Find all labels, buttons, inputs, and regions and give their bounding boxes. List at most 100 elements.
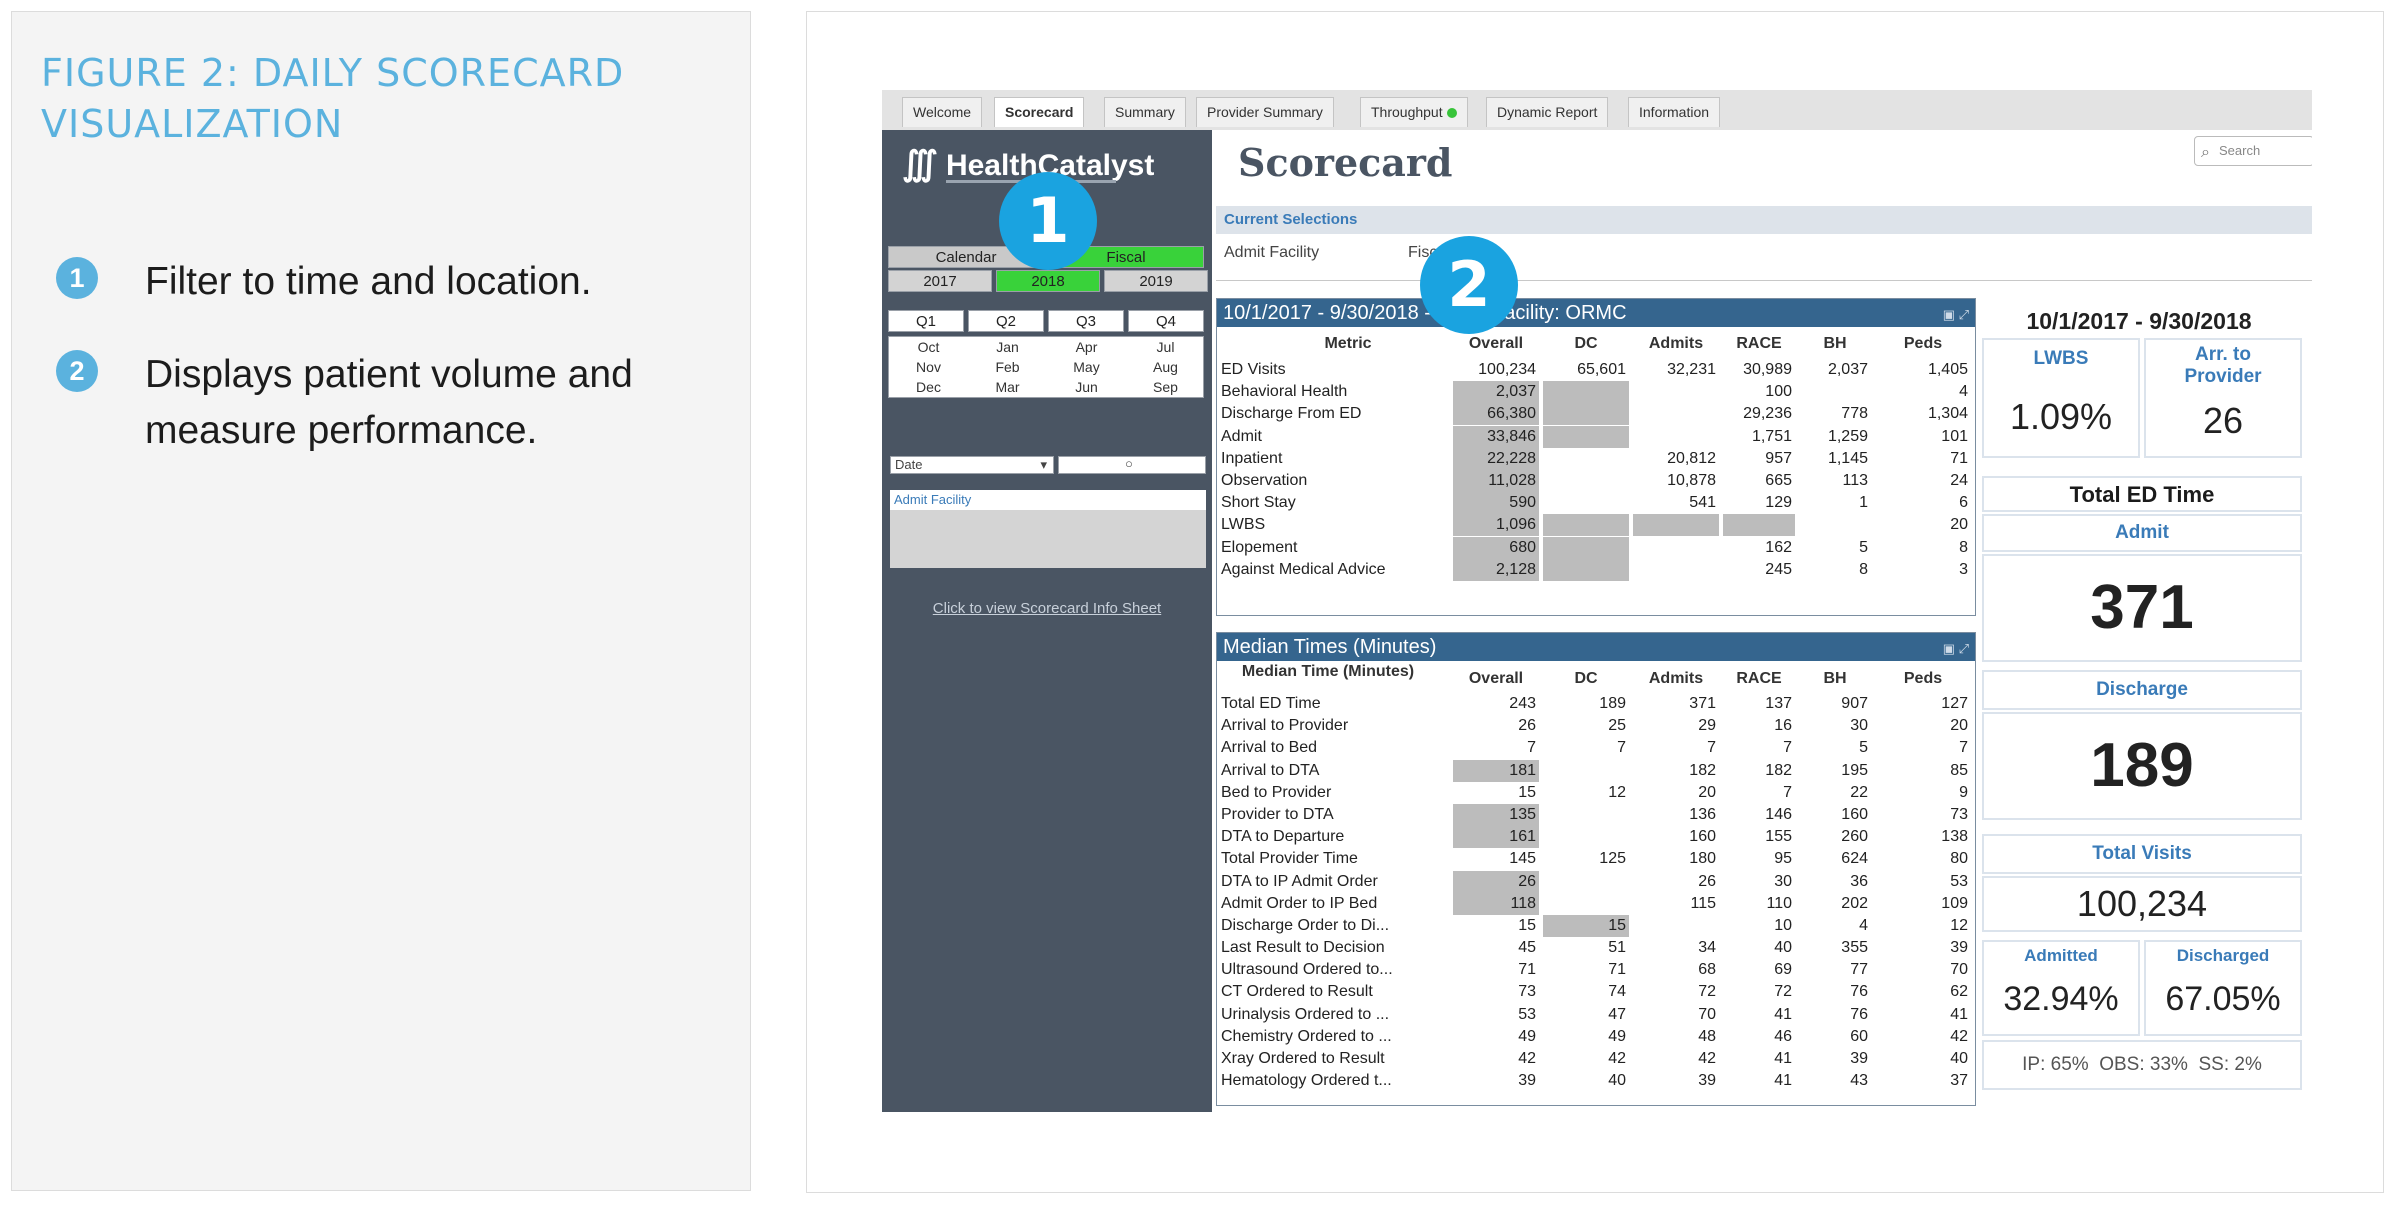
year-2019[interactable]: 2019: [1104, 270, 1208, 292]
table-cell: 1,145: [1827, 449, 1868, 467]
table-row[interactable]: Short Stay 590 541 129 1 6: [1217, 492, 1975, 515]
admit-facility-list[interactable]: [890, 510, 1206, 568]
month-dec[interactable]: Dec: [916, 379, 941, 395]
export-icon[interactable]: ▣ ⤢: [1942, 307, 1969, 322]
table-row[interactable]: Ultrasound Ordered to... 71 71 68 69 77 70: [1217, 959, 1975, 981]
fiscal-button[interactable]: Fiscal: [1048, 246, 1204, 268]
month-may[interactable]: May: [1073, 359, 1100, 375]
tab-welcome[interactable]: Welcome: [902, 97, 983, 127]
table-row[interactable]: LWBS 1,096 20: [1217, 514, 1975, 537]
tab-throughput[interactable]: Throughput: [1360, 97, 1468, 127]
col-admits[interactable]: Admits: [1648, 335, 1704, 352]
export-icon[interactable]: ▣ ⤢: [1942, 641, 1969, 656]
table-row[interactable]: Against Medical Advice 2,128 245 8 3: [1217, 558, 1975, 581]
table-cell: 36: [1850, 872, 1868, 890]
col-bh[interactable]: BH: [1823, 670, 1847, 687]
table-cell: 74: [1608, 983, 1626, 1001]
col-overall[interactable]: Overall: [1468, 670, 1524, 687]
date-search-field[interactable]: ○: [1058, 456, 1206, 474]
search-input[interactable]: ⌕ Search: [2194, 136, 2312, 166]
date-dropdown-label: Date: [895, 457, 923, 472]
table-cell: 25: [1608, 717, 1626, 735]
col-overall[interactable]: Overall: [1468, 335, 1524, 352]
calendar-button[interactable]: Calendar: [888, 246, 1044, 268]
table-row[interactable]: Discharge Order to Di... 15 15 10 4 12: [1217, 914, 1975, 937]
month-jun[interactable]: Jun: [1075, 379, 1098, 395]
table-row[interactable]: Arrival to DTA 181 182 182 195 85: [1217, 759, 1975, 782]
table-row[interactable]: Bed to Provider 15 12 20 7 22 9: [1217, 782, 1975, 804]
table-row[interactable]: Last Result to Decision 45 51 34 40 355 39: [1217, 937, 1975, 959]
quarter-q4[interactable]: Q4: [1128, 310, 1204, 332]
table-cell: 43: [1850, 1072, 1868, 1090]
year-2017[interactable]: 2017: [888, 270, 992, 292]
tab-dynamic-report[interactable]: Dynamic Report: [1486, 97, 1609, 127]
month-apr[interactable]: Apr: [1075, 339, 1098, 355]
month-oct[interactable]: Oct: [917, 339, 940, 355]
table-cell: [1633, 426, 1719, 448]
col-median-time[interactable]: Median Time (Minutes): [1241, 663, 1415, 680]
table-row[interactable]: CT Ordered to Result 73 74 72 72 76 62: [1217, 981, 1975, 1003]
scorecard-info-link[interactable]: Click to view Scorecard Info Sheet: [932, 600, 1162, 617]
table-row[interactable]: Admit Order to IP Bed 118 115 110 202 109: [1217, 892, 1975, 915]
month-aug[interactable]: Aug: [1153, 359, 1178, 375]
table-row[interactable]: Urinalysis Ordered to ... 53 47 70 41 76 41: [1217, 1004, 1975, 1026]
quarter-q3[interactable]: Q3: [1048, 310, 1124, 332]
table-row[interactable]: Total Provider Time 145 125 180 95 624 80: [1217, 848, 1975, 870]
col-race[interactable]: RACE: [1736, 335, 1782, 352]
date-dropdown[interactable]: Date ▾: [890, 456, 1054, 474]
table-row[interactable]: Inpatient 22,228 20,812 957 1,145 71: [1217, 447, 1975, 470]
table-cell: 12: [1608, 783, 1626, 801]
month-jul[interactable]: Jul: [1156, 339, 1175, 355]
month-mar[interactable]: Mar: [995, 379, 1020, 395]
month-jan[interactable]: Jan: [996, 339, 1019, 355]
col-metric[interactable]: Metric: [1324, 335, 1372, 352]
table-row[interactable]: Provider to DTA 135 136 146 160 73: [1217, 803, 1975, 826]
col-dc[interactable]: DC: [1574, 335, 1598, 352]
table-cell: 2,037: [1453, 381, 1539, 404]
table-row[interactable]: Arrival to Bed 7 7 7 7 5 7: [1217, 737, 1975, 759]
table-row[interactable]: Chemistry Ordered to ... 49 49 48 46 60 42: [1217, 1026, 1975, 1048]
col-dc[interactable]: DC: [1574, 670, 1598, 687]
month-feb[interactable]: Feb: [995, 359, 1020, 375]
table-cell: [1633, 537, 1719, 559]
col-race[interactable]: RACE: [1736, 670, 1782, 687]
month-sep[interactable]: Sep: [1153, 379, 1178, 395]
table-cell: 7: [1783, 739, 1792, 757]
tab-scorecard[interactable]: Scorecard: [994, 97, 1085, 127]
quarter-q2[interactable]: Q2: [968, 310, 1044, 332]
table-row[interactable]: Hematology Ordered t... 39 40 39 41 43 37: [1217, 1070, 1975, 1092]
tab-summary[interactable]: Summary: [1104, 97, 1186, 127]
table-cell: 37: [1950, 1072, 1968, 1090]
tab-information[interactable]: Information: [1628, 97, 1721, 127]
col-peds[interactable]: Peds: [1903, 335, 1943, 352]
col-bh[interactable]: BH: [1823, 335, 1847, 352]
table-row[interactable]: Observation 11,028 10,878 665 113 24: [1217, 469, 1975, 492]
table-cell: 3: [1959, 560, 1968, 578]
table-row[interactable]: Discharge From ED 66,380 29,236 778 1,304: [1217, 403, 1975, 426]
row-metric-label: Arrival to Provider: [1221, 717, 1349, 735]
table-cell: 15: [1543, 914, 1629, 937]
month-nov[interactable]: Nov: [916, 359, 941, 375]
table-row[interactable]: DTA to Departure 161 160 155 260 138: [1217, 826, 1975, 849]
table-row[interactable]: Total ED Time 243 189 371 137 907 127: [1217, 693, 1975, 715]
row-metric-label: Ultrasound Ordered to...: [1221, 961, 1393, 979]
quarter-q1[interactable]: Q1: [888, 310, 964, 332]
tab-provider-summary[interactable]: Provider Summary: [1196, 97, 1334, 127]
admit-card: 371: [1982, 554, 2302, 662]
table-cell: 541: [1689, 494, 1716, 512]
table-cell: 1,259: [1827, 427, 1868, 445]
table-row[interactable]: Admit 33,846 1,751 1,259 101: [1217, 425, 1975, 448]
table-row[interactable]: Elopement 680 162 5 8: [1217, 536, 1975, 559]
table-row[interactable]: ED Visits 100,234 65,601 32,231 30,989 2,037 1…: [1217, 359, 1975, 381]
table-row[interactable]: Xray Ordered to Result 42 42 42 41 39 40: [1217, 1048, 1975, 1070]
table-row[interactable]: DTA to IP Admit Order 26 26 30 36 53: [1217, 870, 1975, 893]
col-admits[interactable]: Admits: [1648, 670, 1704, 687]
table-cell: [1543, 492, 1629, 514]
col-peds[interactable]: Peds: [1903, 670, 1943, 687]
table-row[interactable]: Behavioral Health 2,037 100 4: [1217, 381, 1975, 404]
admitted-label: Admitted: [2024, 946, 2098, 965]
table-row[interactable]: Arrival to Provider 26 25 29 16 30 20: [1217, 715, 1975, 737]
year-2018[interactable]: 2018: [996, 270, 1100, 292]
table-cell: 907: [1841, 695, 1868, 712]
